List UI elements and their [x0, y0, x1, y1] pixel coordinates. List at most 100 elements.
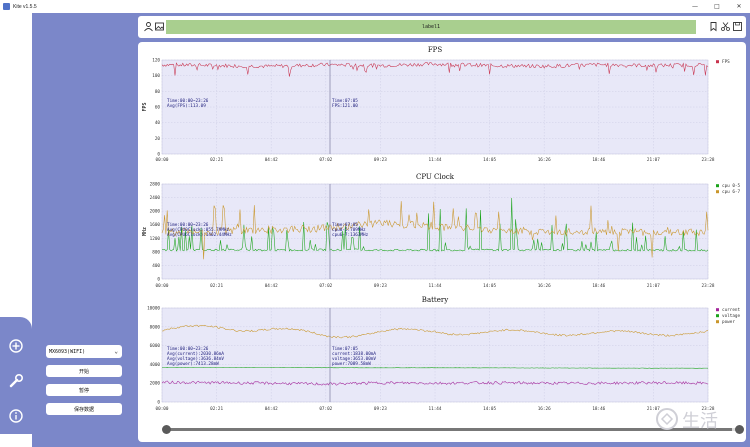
fps-cursor-text: Time:07:05: [332, 98, 358, 104]
fps-summary-text: Time:00:00~23:26: [167, 98, 209, 104]
cpu-y-tick: 2800: [150, 182, 161, 188]
cpu-y-axis-label: MHz: [142, 227, 148, 236]
battery-y-tick: 8000: [150, 324, 161, 330]
device-select[interactable]: MX6093(WIFI) ⌄: [46, 345, 122, 358]
battery-y-tick: 4000: [150, 362, 161, 368]
fps-y-tick: 120: [152, 58, 160, 64]
battery-legend-swatch: [716, 314, 719, 318]
save-data-button[interactable]: 保存数据: [46, 403, 122, 415]
battery-x-tick: 04:42: [265, 406, 278, 412]
battery-legend-swatch: [716, 320, 719, 324]
cpu-summary-text: Avg(CPU6Clock):1402.44MHz: [167, 232, 232, 238]
battery-series-line-current: [161, 380, 709, 386]
battery-x-tick: 23:28: [702, 406, 715, 412]
charts-svg: FPS 0 20 40 60 80 100 120 00:00 02:21 04:42 07:02 09…: [142, 46, 741, 412]
battery-x-tick: 07:02: [319, 406, 332, 412]
minimize-icon[interactable]: —: [692, 3, 698, 10]
wrench-icon[interactable]: [8, 373, 24, 389]
time-range-fill: [170, 428, 732, 431]
cpu-chart-title: CPU Clock: [416, 173, 455, 181]
cpu-cursor-text: Time:07:05: [332, 222, 358, 228]
fps-x-tick: 11:44: [429, 157, 442, 163]
cpu-cursor-text: cpu0-5:709MHz: [332, 227, 366, 233]
cpu-legend-swatch: [716, 184, 719, 188]
cpu-summary-text: Time:00:00~23:26: [167, 222, 209, 228]
toolbar: label1: [138, 16, 746, 38]
fps-y-tick: 0: [157, 152, 160, 158]
fps-x-tick: 07:02: [319, 157, 332, 163]
add-icon[interactable]: [8, 338, 24, 354]
cpu-x-tick: 11:44: [429, 283, 442, 289]
svg-text:生活: 生活: [682, 411, 718, 432]
fps-x-tick: 16:26: [538, 157, 551, 163]
maximize-icon[interactable]: □: [714, 3, 720, 10]
fps-x-tick: 18:46: [592, 157, 605, 163]
battery-legend-swatch: [716, 308, 719, 312]
image-icon[interactable]: [154, 21, 165, 32]
cpu-y-tick: 800: [152, 249, 160, 255]
cpu-x-tick: 16:26: [538, 283, 551, 289]
battery-series-line-power: [162, 324, 708, 339]
cpu-y-tick: 400: [152, 263, 160, 269]
sidebar-tools: [0, 317, 32, 434]
fps-x-tick: 21:07: [647, 157, 660, 163]
battery-legend-item: voltage: [722, 313, 741, 319]
cpu-y-tick: 1600: [150, 222, 161, 228]
close-icon[interactable]: ✕: [736, 3, 742, 10]
battery-x-tick: 14:05: [483, 406, 496, 412]
battery-x-tick: 21:07: [647, 406, 660, 412]
app-logo-icon: [3, 3, 10, 10]
battery-summary-text: Time:00:00~23:26: [167, 346, 209, 352]
range-start-handle[interactable]: [162, 425, 171, 434]
cpu-x-tick: 02:21: [210, 283, 223, 289]
cpu-x-tick: 23:28: [702, 283, 715, 289]
battery-y-tick: 0: [157, 400, 160, 406]
battery-summary-text: Avg(power):7413.28mW: [167, 361, 219, 367]
pause-button[interactable]: 暂停: [46, 384, 122, 396]
battery-y-tick: 10000: [147, 306, 160, 312]
cpu-x-tick: 04:42: [265, 283, 278, 289]
cpu-y-tick: 1200: [150, 236, 161, 242]
cpu-cursor-text: cpu6-7:1363MHz: [332, 232, 369, 238]
fps-legend-swatch: [716, 60, 719, 64]
battery-chart-title: Battery: [422, 296, 448, 304]
cpu-series-line-cpu-6-7: [161, 201, 709, 260]
fps-legend-item: FPS: [722, 59, 730, 65]
fps-x-tick: 23:28: [702, 157, 715, 163]
save-icon[interactable]: [732, 21, 743, 32]
battery-x-tick: 16:26: [538, 406, 551, 412]
user-icon[interactable]: [143, 21, 154, 32]
cpu-y-tick: 2000: [150, 209, 161, 215]
battery-summary-text: Avg(voltage):3636.84mV: [167, 356, 224, 362]
start-button[interactable]: 开始: [46, 365, 122, 377]
fps-cursor-text: FPS:121.00: [332, 103, 358, 109]
battery-series-line-voltage: [162, 367, 709, 369]
fps-x-tick: 02:21: [210, 157, 223, 163]
fps-y-tick: 100: [152, 73, 160, 79]
battery-cursor-text: Time:07:05: [332, 346, 358, 352]
chevron-down-icon: ⌄: [114, 348, 118, 355]
battery-x-tick: 18:46: [592, 406, 605, 412]
battery-x-tick: 09:23: [374, 406, 387, 412]
battery-legend-item: current: [722, 307, 741, 313]
info-icon[interactable]: [8, 408, 24, 424]
battery-y-tick: 2000: [150, 381, 161, 387]
window-title: Kite v1.5.5: [13, 3, 37, 10]
fps-y-tick: 20: [155, 136, 161, 142]
fps-y-axis-label: FPS: [142, 102, 148, 111]
range-end-handle[interactable]: [735, 425, 744, 434]
watermark-logo: 生活: [656, 408, 718, 432]
scissors-icon[interactable]: [720, 21, 731, 32]
battery-cursor-text: current:1838.00mA: [332, 351, 376, 357]
cpu-y-tick: 2400: [150, 195, 161, 201]
fps-x-tick: 09:23: [374, 157, 387, 163]
label-bar: label1: [166, 20, 696, 34]
cpu-legend-swatch: [716, 190, 719, 194]
bookmark-icon[interactable]: [708, 21, 719, 32]
window-controls: — □ ✕: [684, 0, 750, 13]
fps-summary-text: Avg(FPS):113.09: [167, 103, 206, 109]
fps-x-tick: 14:05: [483, 157, 496, 163]
fps-y-tick: 60: [155, 105, 161, 111]
fps-series-line-FPS: [161, 62, 709, 77]
fps-y-tick: 40: [155, 120, 161, 126]
